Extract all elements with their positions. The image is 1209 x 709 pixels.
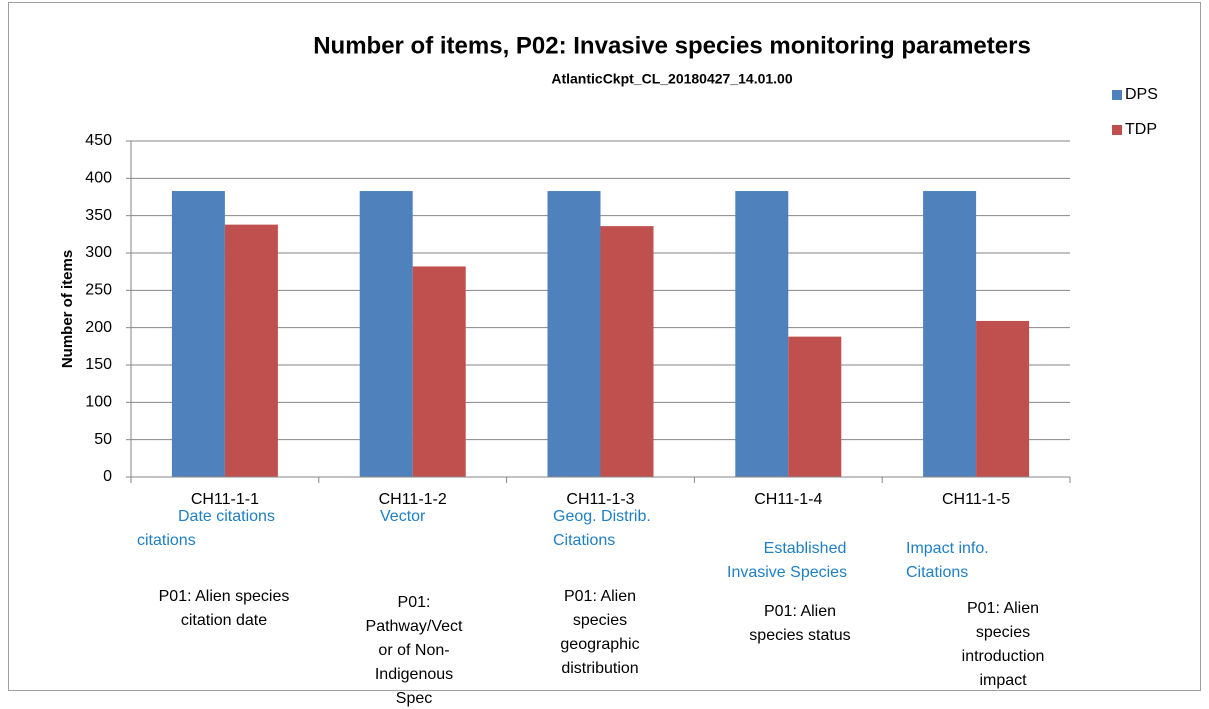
legend-swatch bbox=[1112, 90, 1122, 100]
chart-border bbox=[8, 2, 1201, 691]
note-title: Vector bbox=[380, 508, 426, 525]
bar bbox=[923, 191, 977, 477]
note-description: P01: Alien bbox=[564, 588, 636, 605]
y-tick-label: 450 bbox=[85, 132, 112, 149]
bar bbox=[976, 320, 1030, 477]
bar bbox=[547, 191, 601, 477]
note-title: citations bbox=[137, 532, 196, 549]
chart-title: Number of items, P02: Invasive species m… bbox=[313, 32, 1031, 59]
x-tick-label: CH11-1-3 bbox=[566, 491, 634, 508]
note-description: P01: bbox=[398, 594, 431, 611]
y-tick-label: 400 bbox=[85, 170, 112, 187]
y-tick-label: 300 bbox=[85, 244, 112, 261]
y-tick-label: 250 bbox=[85, 282, 112, 299]
x-tick-label: CH11-1-5 bbox=[942, 491, 1010, 508]
note-description: distribution bbox=[561, 660, 638, 677]
note-description: Spec bbox=[396, 690, 432, 707]
note-title: Date citations bbox=[178, 508, 275, 525]
bar bbox=[412, 266, 466, 477]
y-tick-label: 150 bbox=[85, 356, 112, 373]
note-title: Citations bbox=[553, 532, 615, 549]
note-description: impact bbox=[979, 672, 1027, 689]
y-tick-label: 0 bbox=[103, 468, 112, 485]
legend-swatch bbox=[1112, 125, 1122, 135]
note-description: P01: Alien species bbox=[159, 588, 290, 605]
note-title: Impact info. bbox=[906, 540, 989, 557]
note-description: geographic bbox=[560, 636, 639, 653]
note-description: species bbox=[573, 612, 627, 629]
x-tick-label: CH11-1-1 bbox=[191, 491, 259, 508]
note-title: Established bbox=[764, 540, 847, 557]
y-tick-label: 200 bbox=[85, 319, 112, 336]
note-title: Invasive Species bbox=[727, 564, 847, 581]
note-description: Indigenous bbox=[375, 666, 453, 683]
note-title: Citations bbox=[906, 564, 968, 581]
note-description: Pathway/Vect bbox=[366, 618, 464, 635]
chart-subtitle: AtlanticCkpt_CL_20180427_14.01.00 bbox=[551, 71, 792, 87]
bar bbox=[735, 191, 789, 477]
x-tick-label: CH11-1-2 bbox=[379, 491, 447, 508]
note-description: P01: Alien bbox=[764, 603, 836, 620]
note-description: species bbox=[976, 624, 1030, 641]
bar bbox=[788, 336, 842, 477]
bar bbox=[224, 224, 278, 477]
y-tick-label: 50 bbox=[94, 431, 112, 448]
note-description: or of Non- bbox=[378, 642, 449, 659]
note-description: species status bbox=[749, 627, 850, 644]
x-tick-label: CH11-1-4 bbox=[754, 491, 822, 508]
y-tick-label: 350 bbox=[85, 207, 112, 224]
bar bbox=[600, 226, 654, 477]
y-axis-label: Number of items bbox=[59, 250, 76, 368]
bar bbox=[171, 191, 225, 477]
note-description: P01: Alien bbox=[967, 600, 1039, 617]
legend-label: TDP bbox=[1125, 121, 1157, 138]
note-description: citation date bbox=[181, 612, 267, 629]
y-tick-label: 100 bbox=[85, 394, 112, 411]
note-description: introduction bbox=[962, 648, 1045, 665]
bar bbox=[359, 191, 413, 477]
legend-label: DPS bbox=[1125, 86, 1158, 103]
note-title: Geog. Distrib. bbox=[553, 508, 651, 525]
